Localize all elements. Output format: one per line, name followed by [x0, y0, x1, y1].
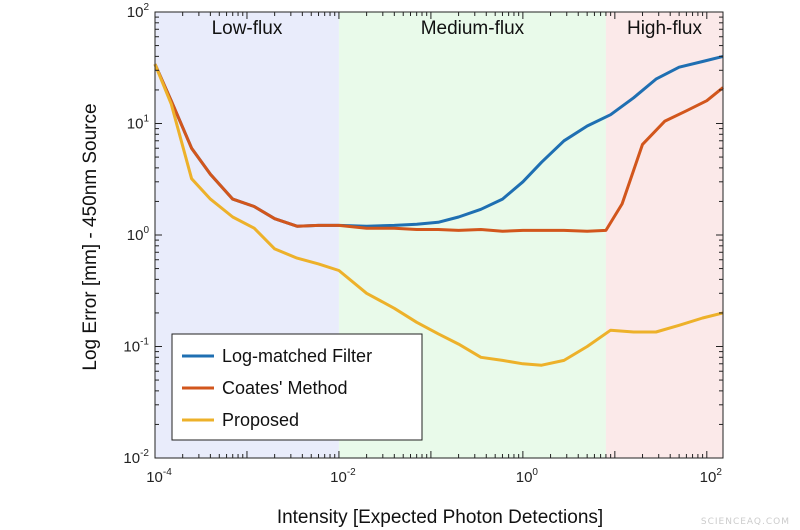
region-label-high-flux: High-flux [627, 18, 702, 39]
y-axis-label: Log Error [mm] - 450nm Source [80, 103, 101, 370]
flux-regions [155, 12, 723, 458]
legend-label-proposed: Proposed [222, 410, 299, 430]
watermark-text: SCIENCEAQ.COM [701, 517, 790, 527]
legend-label-log-matched-filter: Log-matched Filter [222, 346, 372, 366]
x-tick-label: 102 [700, 467, 723, 486]
legend: Log-matched Filter Coates' Method Proposed [171, 333, 423, 441]
region-labels: Low-flux Medium-flux High-flux [212, 18, 703, 39]
y-tick-label: 102 [127, 2, 150, 21]
region-label-low-flux: Low-flux [212, 18, 283, 39]
x-axis-label: Intensity [Expected Photon Detections] [277, 507, 603, 528]
region-high-flux [605, 12, 723, 458]
legend-label-coates-method: Coates' Method [222, 378, 348, 398]
region-label-medium-flux: Medium-flux [421, 18, 525, 39]
y-tick-label: 10-1 [123, 337, 149, 356]
series-lines [153, 54, 724, 367]
y-tick-label: 101 [127, 114, 150, 133]
x-tick-label: 10-2 [330, 467, 356, 486]
series-line-proposed [153, 63, 724, 367]
x-tick-label: 100 [516, 467, 539, 486]
x-tick-label: 10-4 [146, 467, 172, 486]
series-line-coates-method [153, 63, 724, 233]
y-tick-label: 100 [127, 225, 150, 244]
y-tick-label: 10-2 [123, 448, 149, 467]
